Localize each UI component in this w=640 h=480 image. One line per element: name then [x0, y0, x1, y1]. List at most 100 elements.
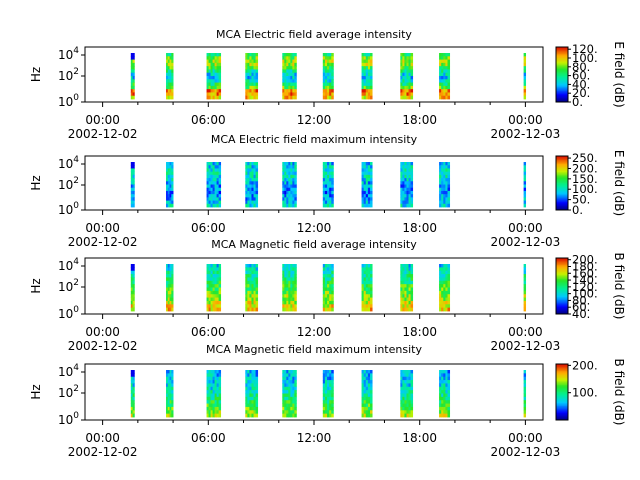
heat-cell — [282, 406, 285, 411]
heat-cell — [253, 168, 256, 173]
data-pass — [206, 370, 222, 418]
heat-cell — [171, 56, 174, 60]
heat-cell — [212, 393, 215, 398]
heat-cell — [166, 264, 169, 268]
heat-cell — [367, 190, 371, 195]
heat-cell — [249, 376, 252, 381]
heat-cell — [288, 400, 291, 404]
heat-cell — [130, 178, 133, 182]
heat-cell — [445, 174, 448, 179]
heat-cell — [400, 79, 403, 83]
heat-cell — [443, 197, 446, 201]
heat-cell — [208, 165, 211, 169]
heat-cell — [132, 294, 135, 298]
colorbar-segment — [556, 193, 568, 196]
heat-cell — [290, 85, 293, 90]
heat-cell — [367, 290, 371, 295]
heat-cell — [402, 284, 405, 288]
heat-cell — [443, 178, 446, 182]
heat-cell — [445, 403, 448, 408]
colorbar-segment — [556, 383, 568, 386]
heat-cell — [324, 400, 328, 404]
heat-cell — [365, 89, 369, 93]
heat-cell — [441, 53, 444, 57]
heat-cell — [290, 69, 293, 74]
heat-cell — [327, 171, 330, 176]
heat-cell — [167, 277, 170, 282]
heat-cell — [363, 304, 367, 309]
colorbar-segment — [556, 276, 568, 279]
heat-cell — [247, 178, 250, 182]
heat-cell — [282, 190, 285, 195]
heat-cell — [290, 53, 293, 57]
heat-cell — [292, 380, 295, 384]
heat-cell — [290, 390, 293, 394]
heat-cell — [132, 66, 135, 70]
heat-cell — [329, 66, 332, 70]
heat-cell — [210, 413, 213, 418]
heat-cell — [251, 290, 254, 295]
heat-cell — [247, 66, 250, 70]
heat-cell — [255, 171, 259, 176]
heat-cell — [445, 396, 448, 401]
heat-cell — [284, 92, 287, 97]
heat-cell — [214, 300, 218, 305]
colorbar-segment — [556, 47, 568, 49]
heat-cell — [206, 270, 209, 275]
heat-cell — [361, 413, 365, 418]
heat-cell — [402, 380, 405, 384]
heat-cell — [439, 413, 442, 418]
heat-cell — [208, 171, 211, 176]
heat-cell — [404, 393, 407, 398]
heat-cell — [166, 277, 169, 282]
heat-cell — [441, 400, 444, 404]
heat-cell — [218, 165, 222, 169]
heat-cell — [247, 89, 250, 93]
heat-cell — [286, 287, 289, 292]
heat-cell — [166, 72, 169, 77]
heat-cell — [324, 194, 328, 198]
heat-cell — [245, 56, 248, 60]
heat-cell — [216, 383, 220, 388]
heat-cell — [365, 294, 369, 298]
heat-cell — [324, 300, 328, 305]
heat-cell — [206, 400, 209, 404]
heat-cell — [327, 59, 330, 64]
heat-cell — [400, 184, 403, 189]
heat-cell — [523, 290, 527, 295]
heat-cell — [447, 59, 451, 64]
heat-cell — [292, 171, 295, 176]
heat-cell — [212, 403, 215, 408]
heat-cell — [402, 197, 405, 201]
heat-cell — [331, 76, 334, 80]
heat-cell — [253, 62, 256, 67]
heat-cell — [367, 370, 371, 374]
heat-cell — [523, 380, 527, 384]
heat-cell — [292, 403, 295, 408]
heat-cell — [132, 376, 135, 381]
heat-cell — [327, 190, 330, 195]
heat-cell — [327, 165, 330, 169]
heat-cell — [255, 403, 259, 408]
heat-cell — [245, 280, 248, 285]
heat-cell — [294, 307, 297, 312]
heat-cell — [130, 307, 133, 312]
heat-cell — [404, 400, 407, 404]
heat-cell — [247, 376, 250, 381]
heat-cell — [292, 400, 295, 404]
heat-cell — [218, 300, 222, 305]
heat-cell — [171, 280, 174, 285]
heat-cell — [210, 85, 213, 90]
heat-cell — [216, 168, 220, 173]
heat-cell — [439, 297, 442, 302]
heat-cell — [441, 66, 444, 70]
colorbar-segment — [556, 189, 568, 192]
heat-cell — [132, 277, 135, 282]
heat-cell — [322, 190, 326, 195]
heat-cell — [445, 89, 448, 93]
heat-cell — [251, 178, 254, 182]
heat-cell — [284, 274, 287, 278]
heat-cell — [322, 82, 326, 87]
heat-cell — [408, 178, 411, 182]
colorbar-segment — [556, 309, 568, 312]
